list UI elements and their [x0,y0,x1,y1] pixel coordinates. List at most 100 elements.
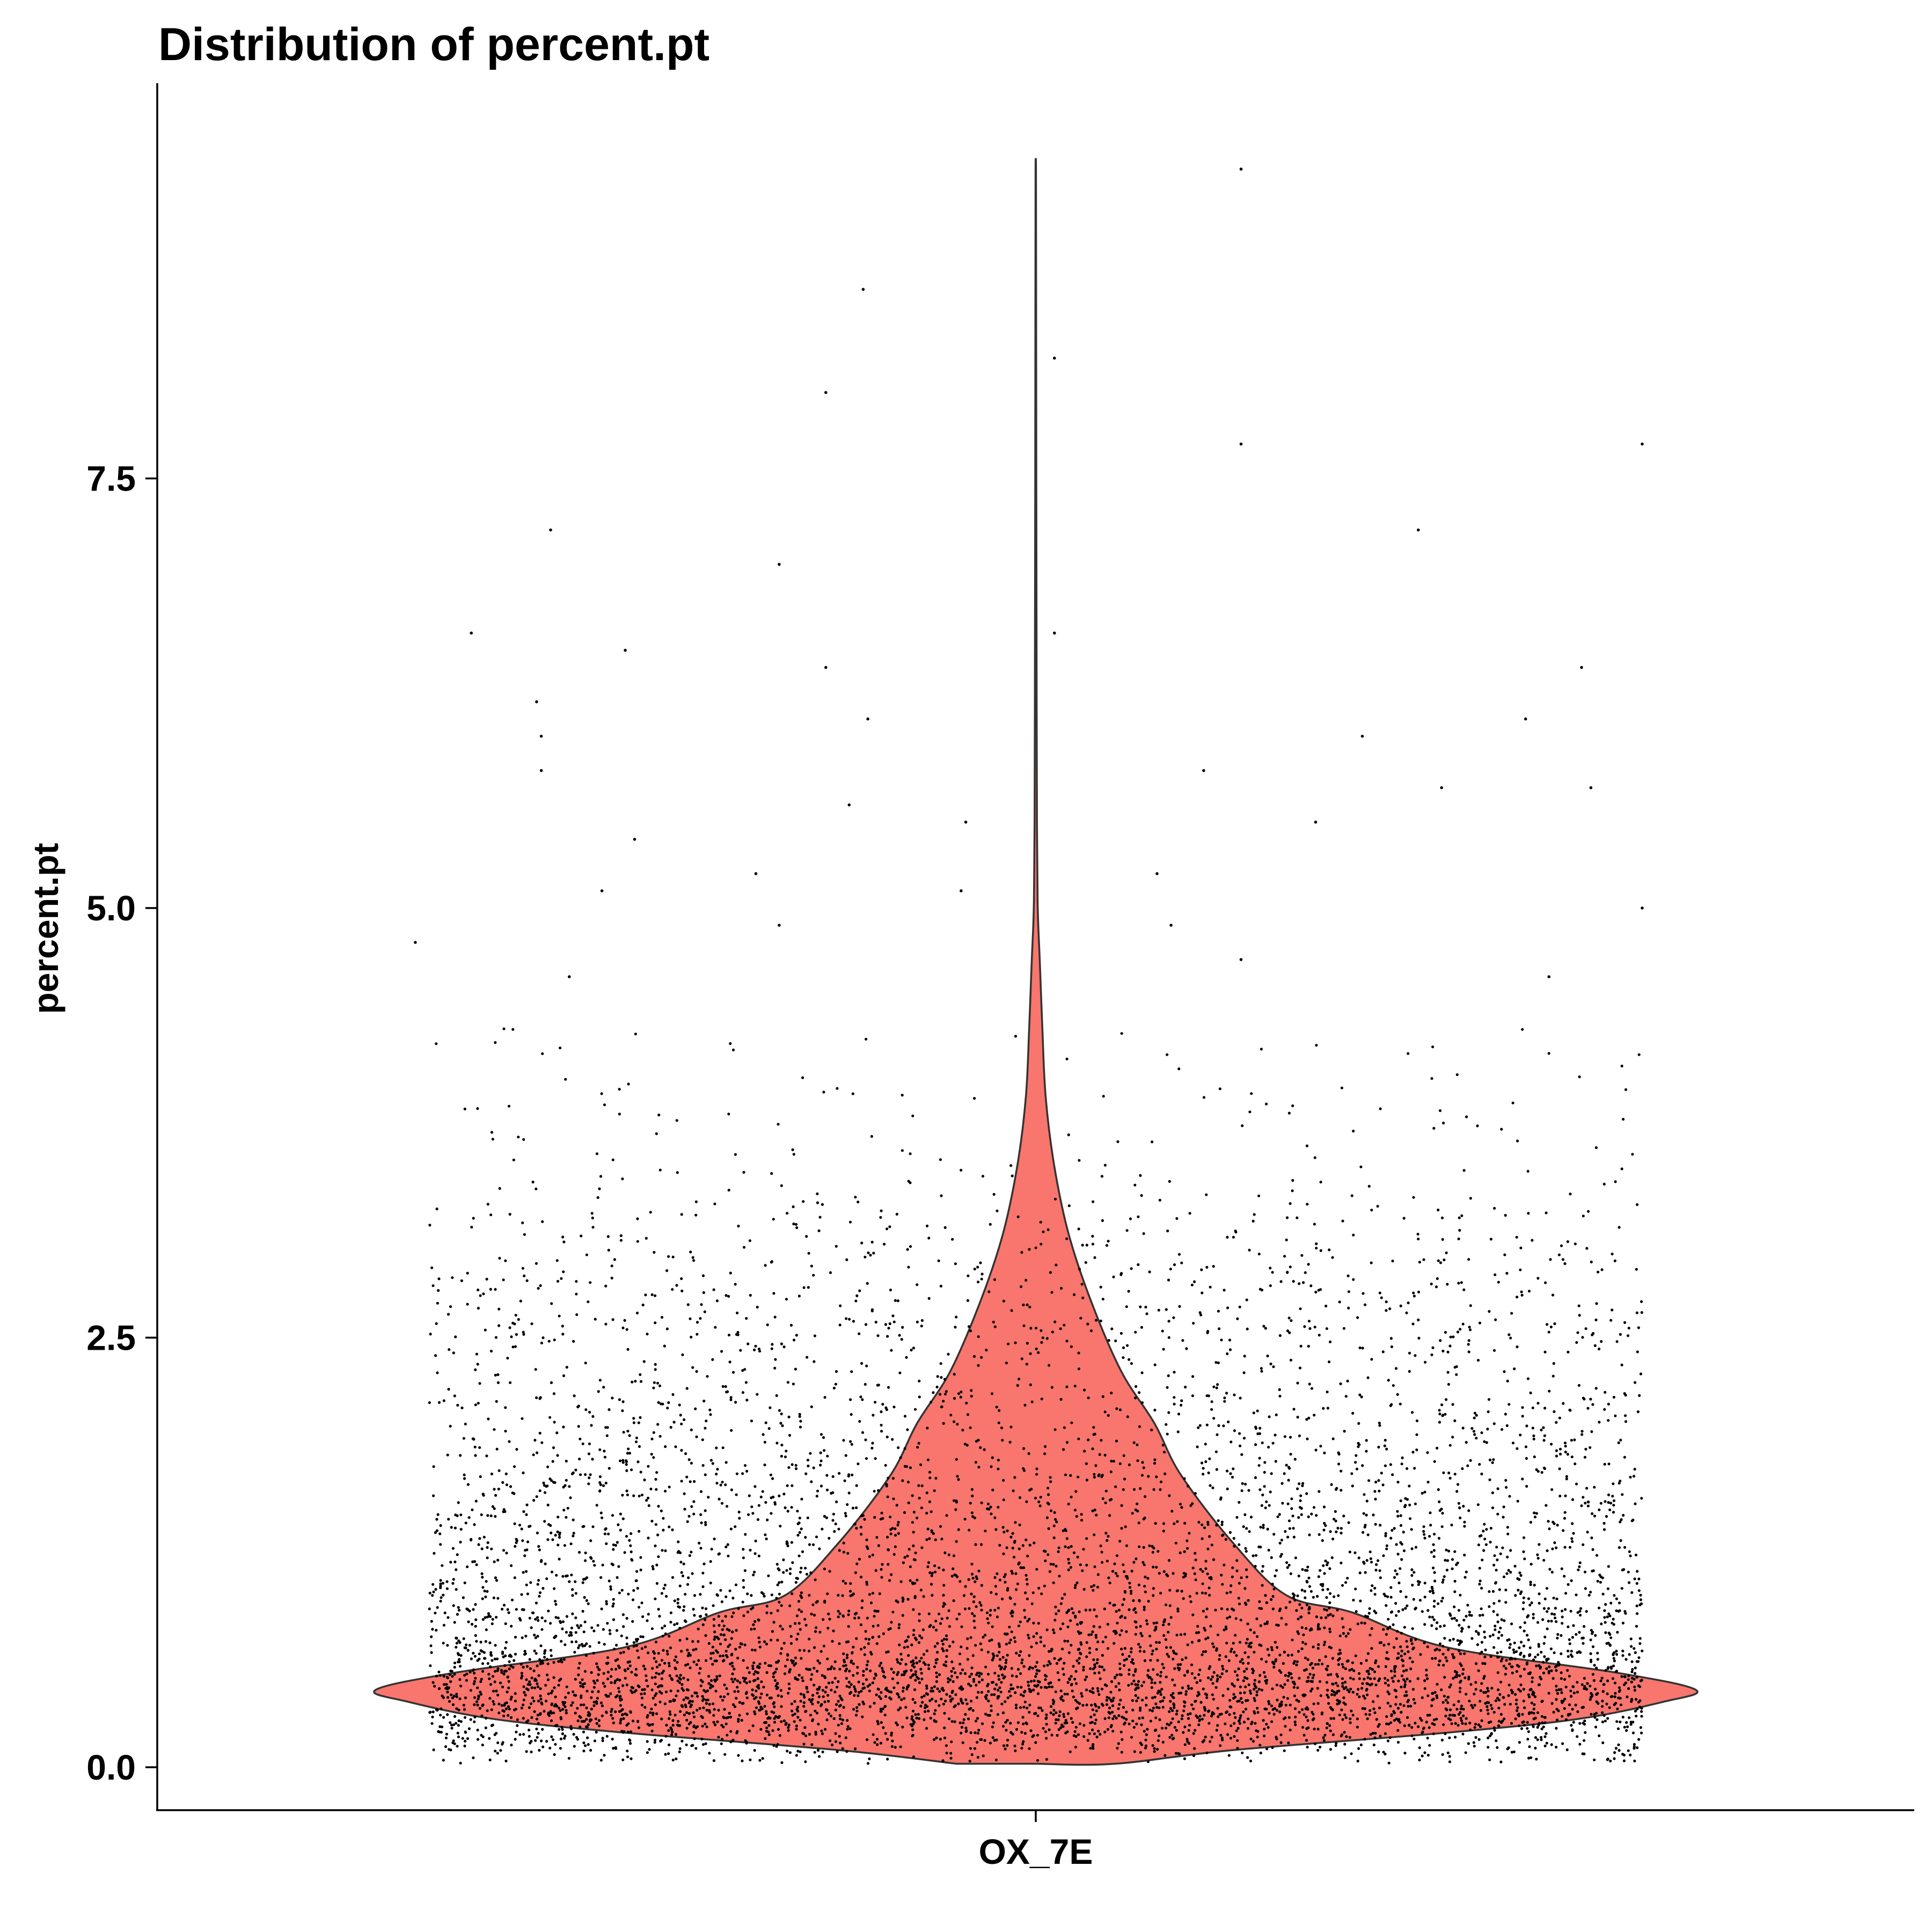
data-point [619,1512,622,1516]
data-point [1304,1642,1307,1645]
data-point [463,1744,466,1747]
data-point [715,1446,718,1450]
data-point [1350,1752,1353,1755]
data-point [1221,1694,1225,1697]
data-point [626,1667,630,1671]
data-point [1107,1414,1110,1417]
data-point [776,1743,779,1746]
data-point [1445,1548,1448,1552]
data-point [1561,1622,1564,1625]
data-point [569,1704,573,1707]
data-point [779,1422,782,1425]
data-point [1366,1533,1370,1536]
data-point [690,1461,693,1465]
data-point [1548,1527,1551,1531]
data-point [1293,1660,1296,1663]
data-point [668,1485,671,1489]
data-point [796,1522,800,1525]
data-point [452,1351,455,1355]
data-point [887,1548,890,1552]
data-point [1376,1694,1379,1698]
data-point [1492,1602,1496,1605]
data-point [958,1663,962,1666]
data-point [1467,1742,1470,1745]
data-point [1239,1714,1242,1717]
data-point [772,1292,775,1295]
data-point [559,1737,562,1740]
data-point [1399,1703,1402,1706]
data-point [792,1205,795,1209]
data-point [780,1695,783,1698]
data-point [467,1727,471,1730]
data-point [1175,1729,1178,1732]
data-point [1589,1652,1592,1655]
data-point [1341,1663,1344,1666]
data-point [1448,1686,1451,1689]
data-point [816,1192,819,1196]
data-point [680,1289,684,1293]
data-point [1550,1620,1553,1623]
data-point [1151,1550,1154,1554]
data-point [438,1532,442,1535]
data-point [668,1743,671,1746]
data-point [1558,1467,1561,1470]
data-point [1459,1652,1462,1656]
data-point [871,1592,874,1595]
data-point [1093,1533,1096,1536]
data-point [443,1683,446,1686]
data-point [1305,1739,1308,1742]
data-point [500,1668,503,1672]
data-point [1612,1499,1616,1502]
data-point [769,1664,773,1667]
data-point [539,1697,543,1701]
data-point [1463,1554,1466,1557]
data-point [1623,1455,1626,1459]
data-point [1337,1594,1340,1597]
data-point [622,1717,625,1720]
data-point [909,1579,912,1582]
data-point [1356,1759,1359,1763]
data-point [486,1709,489,1713]
data-point [711,1685,714,1688]
data-point [686,1678,690,1681]
data-point [948,1695,952,1698]
data-point [898,1643,901,1646]
data-point [846,1503,849,1506]
data-point [1318,1334,1321,1337]
data-point [1001,1526,1005,1529]
data-point [1325,1608,1328,1612]
data-point [952,1567,955,1570]
data-point [1254,1476,1257,1479]
data-point [991,1456,994,1459]
data-point [1094,1634,1097,1637]
data-point [1101,1298,1104,1301]
data-point [1291,1189,1294,1192]
data-point [1275,1737,1278,1740]
data-point [610,1681,613,1684]
data-point [1599,1580,1602,1584]
data-point [1385,1633,1388,1636]
data-point [1465,1717,1468,1720]
data-point [887,1476,890,1480]
data-point [1458,1506,1461,1510]
data-point [640,1703,643,1707]
data-point [582,1719,586,1723]
data-point [699,1615,702,1618]
data-point [822,1644,825,1648]
data-point [1137,1263,1140,1267]
data-point [925,1726,928,1730]
data-point [1326,1563,1329,1567]
data-point [1093,1509,1096,1512]
data-point [1443,1258,1446,1262]
data-point [719,1589,722,1592]
data-point [1402,1670,1406,1673]
data-point [1400,1631,1403,1635]
data-point [737,1607,740,1610]
data-point [536,1685,540,1688]
data-point [685,1637,689,1641]
data-point [973,1516,976,1519]
data-point [733,1678,737,1681]
data-point [1493,1729,1496,1732]
data-point [1399,1721,1402,1724]
